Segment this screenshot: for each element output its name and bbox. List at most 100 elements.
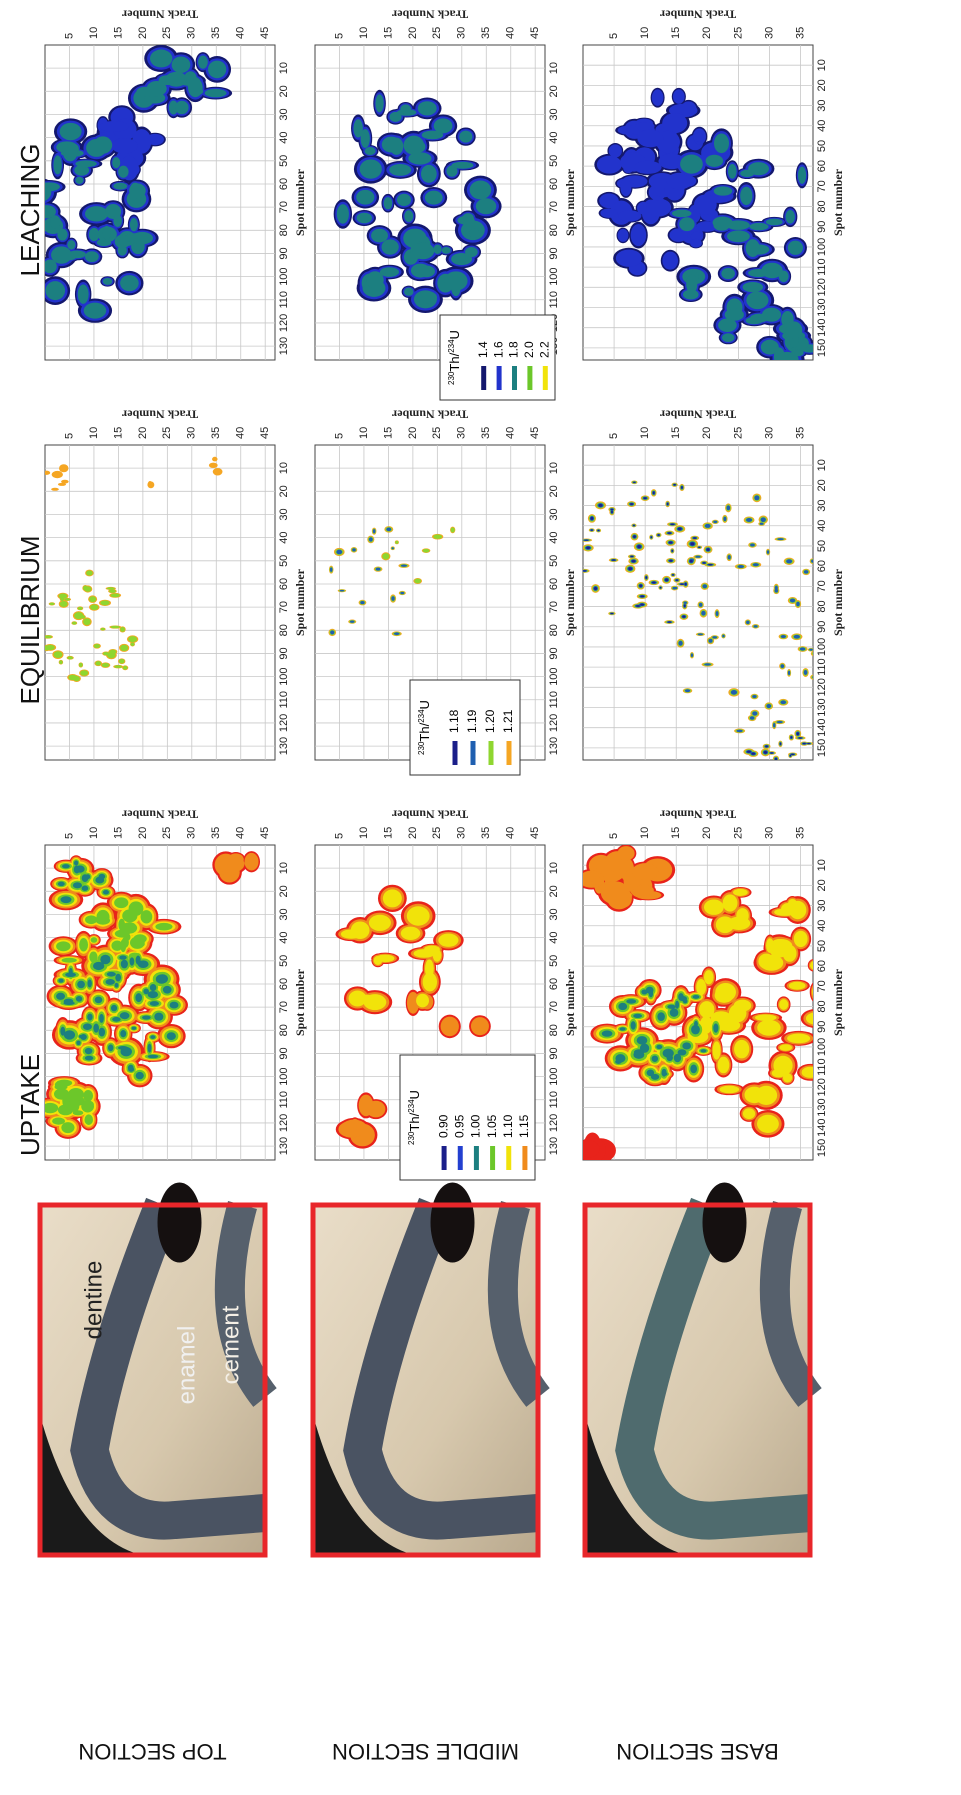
contour-patch: [441, 246, 451, 254]
contour-patch: [640, 595, 645, 598]
contour-patch: [51, 470, 63, 479]
spot-tick-label: 90: [548, 647, 560, 659]
spot-tick-label: 130: [548, 737, 560, 755]
contour-patch: [626, 999, 637, 1004]
contour-patch: [721, 333, 735, 343]
contour-patch: [635, 122, 655, 131]
contour-patch: [120, 627, 126, 632]
spot-tick-label: 150: [816, 1139, 828, 1157]
spot-tick-label: 30: [278, 108, 290, 120]
contour-patch: [75, 160, 97, 168]
contour-patch: [59, 601, 68, 608]
contour-patch: [149, 1001, 160, 1006]
contour-patch: [451, 161, 474, 169]
legend-box: [399, 1054, 536, 1181]
contour-patch: [363, 994, 387, 1011]
legend-label: 1.4: [476, 341, 490, 358]
contour-patch: [147, 990, 159, 999]
photo-frame: [37, 1202, 268, 1558]
track-tick-label: 40: [505, 427, 517, 439]
contour-patch: [766, 938, 774, 953]
spot-tick-label: 110: [548, 291, 560, 309]
track-tick-label: 35: [480, 827, 492, 839]
spot-tick-label: 30: [548, 108, 560, 120]
contour-patch: [84, 586, 92, 592]
contour-patch: [94, 996, 103, 1004]
contour-patch: [80, 670, 89, 676]
spot-tick-label: 110: [278, 691, 290, 709]
contour-patch: [749, 222, 769, 231]
contour-patch: [633, 481, 636, 483]
x-axis-label: Spot number: [831, 968, 845, 1036]
contour-patch: [703, 970, 714, 985]
spot-tick-label: 130: [278, 1137, 290, 1155]
contour-patch: [56, 1079, 73, 1087]
contour-patch: [391, 596, 395, 601]
contour-patch: [699, 1001, 715, 1018]
contour-patch: [669, 1008, 679, 1017]
legend-title-part: Th/: [447, 352, 462, 371]
contour-map: [45, 445, 275, 760]
legend-title-part: 234: [447, 339, 456, 353]
x-axis-label: Spot number: [563, 568, 577, 636]
contour-patch: [166, 1032, 176, 1040]
contour-patch: [339, 589, 345, 592]
contour-patch: [811, 651, 813, 656]
contour-patch: [136, 86, 155, 97]
contour-patch: [169, 1001, 179, 1009]
track-tick-label: 35: [794, 827, 806, 839]
contour-patch: [740, 169, 755, 178]
spot-tick-label: 90: [548, 1047, 560, 1059]
spot-tick-label: 50: [278, 555, 290, 567]
spot-tick-label: 50: [548, 955, 560, 967]
y-axis-label: Track Number: [391, 807, 468, 821]
contour-patch: [147, 1054, 159, 1059]
contour-patch: [645, 576, 648, 579]
contour-patch: [693, 132, 704, 142]
spot-tick-label: 80: [816, 600, 828, 612]
legend-label: 1.05: [485, 1114, 499, 1138]
contour-patch: [400, 926, 421, 940]
contour-patch: [356, 212, 372, 224]
track-tick-label: 10: [639, 827, 651, 839]
contour-patch: [72, 882, 82, 889]
legend-title: 230Th/234U: [417, 700, 433, 755]
track-tick-label: 35: [480, 427, 492, 439]
contour-patch: [726, 220, 750, 230]
contour-patch: [422, 548, 430, 553]
legend: 230Th/234U 0.90 0.95 1.00 1.05 1.10 1.15: [399, 1054, 536, 1181]
spot-tick-label: 60: [548, 578, 560, 590]
contour-patch: [119, 955, 127, 960]
contour-patch: [672, 89, 685, 104]
contour-patch: [112, 157, 121, 169]
contour-patch: [113, 182, 128, 190]
contour-patch: [122, 665, 128, 670]
spot-tick-label: 20: [278, 885, 290, 897]
contour-patch: [349, 620, 355, 623]
contour-patch: [737, 565, 745, 569]
contour-patch: [617, 846, 635, 861]
contour-patch: [801, 1066, 813, 1078]
track-tick-label: 20: [407, 827, 419, 839]
contour-patch: [85, 251, 99, 263]
spot-tick-label: 110: [816, 658, 828, 676]
contour-patch: [396, 193, 412, 207]
contour-patch: [633, 535, 636, 538]
contour-patch: [675, 1000, 680, 1009]
track-tick-label: 30: [456, 827, 468, 839]
y-axis-label: Track Number: [121, 807, 198, 821]
contour-patch: [754, 1014, 777, 1021]
track-tick-label: 10: [88, 27, 100, 39]
contour-patch: [662, 113, 688, 134]
contour-patch: [63, 1001, 75, 1006]
contour-patch: [57, 482, 67, 486]
track-tick-label: 15: [382, 827, 394, 839]
contour-patch: [400, 564, 408, 567]
contour-patch: [803, 570, 809, 574]
contour-patch: [793, 930, 808, 948]
spot-tick-label: 60: [816, 960, 828, 972]
y-axis-label: Track Number: [391, 7, 468, 21]
contour-patch: [745, 239, 760, 257]
contour-patch: [619, 1027, 626, 1031]
contour-patch: [598, 504, 603, 507]
